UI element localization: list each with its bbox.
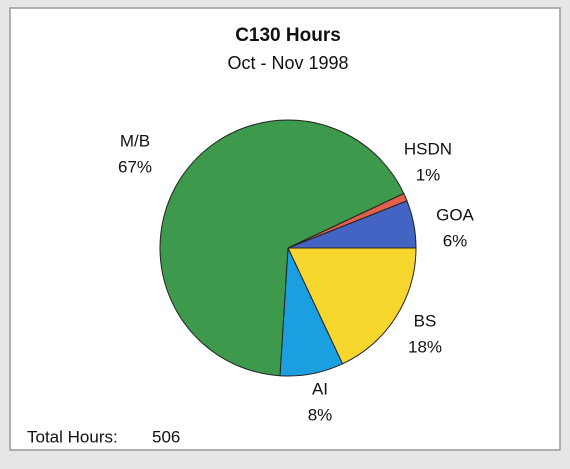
slice-label: HSDN — [404, 139, 452, 158]
pie-slice — [159, 119, 405, 377]
slice-label: GOA — [436, 205, 474, 224]
total-value: 506 — [152, 427, 180, 446]
chart-title: C130 Hours — [235, 25, 341, 46]
slice-label: BS — [414, 311, 437, 330]
slice-label: M/B — [120, 131, 150, 150]
pie-slice — [287, 247, 417, 365]
slice-label: AI — [312, 379, 328, 398]
pie-slice — [287, 200, 417, 249]
slice-value-label: 67% — [118, 157, 152, 176]
total-label: Total Hours: — [27, 427, 118, 446]
slice-value-label: 8% — [308, 405, 333, 424]
slice-value-label: 6% — [443, 231, 468, 250]
slice-value-label: 18% — [408, 337, 442, 356]
slice-value-label: 1% — [416, 165, 441, 184]
chart-subtitle: Oct - Nov 1998 — [227, 53, 348, 73]
